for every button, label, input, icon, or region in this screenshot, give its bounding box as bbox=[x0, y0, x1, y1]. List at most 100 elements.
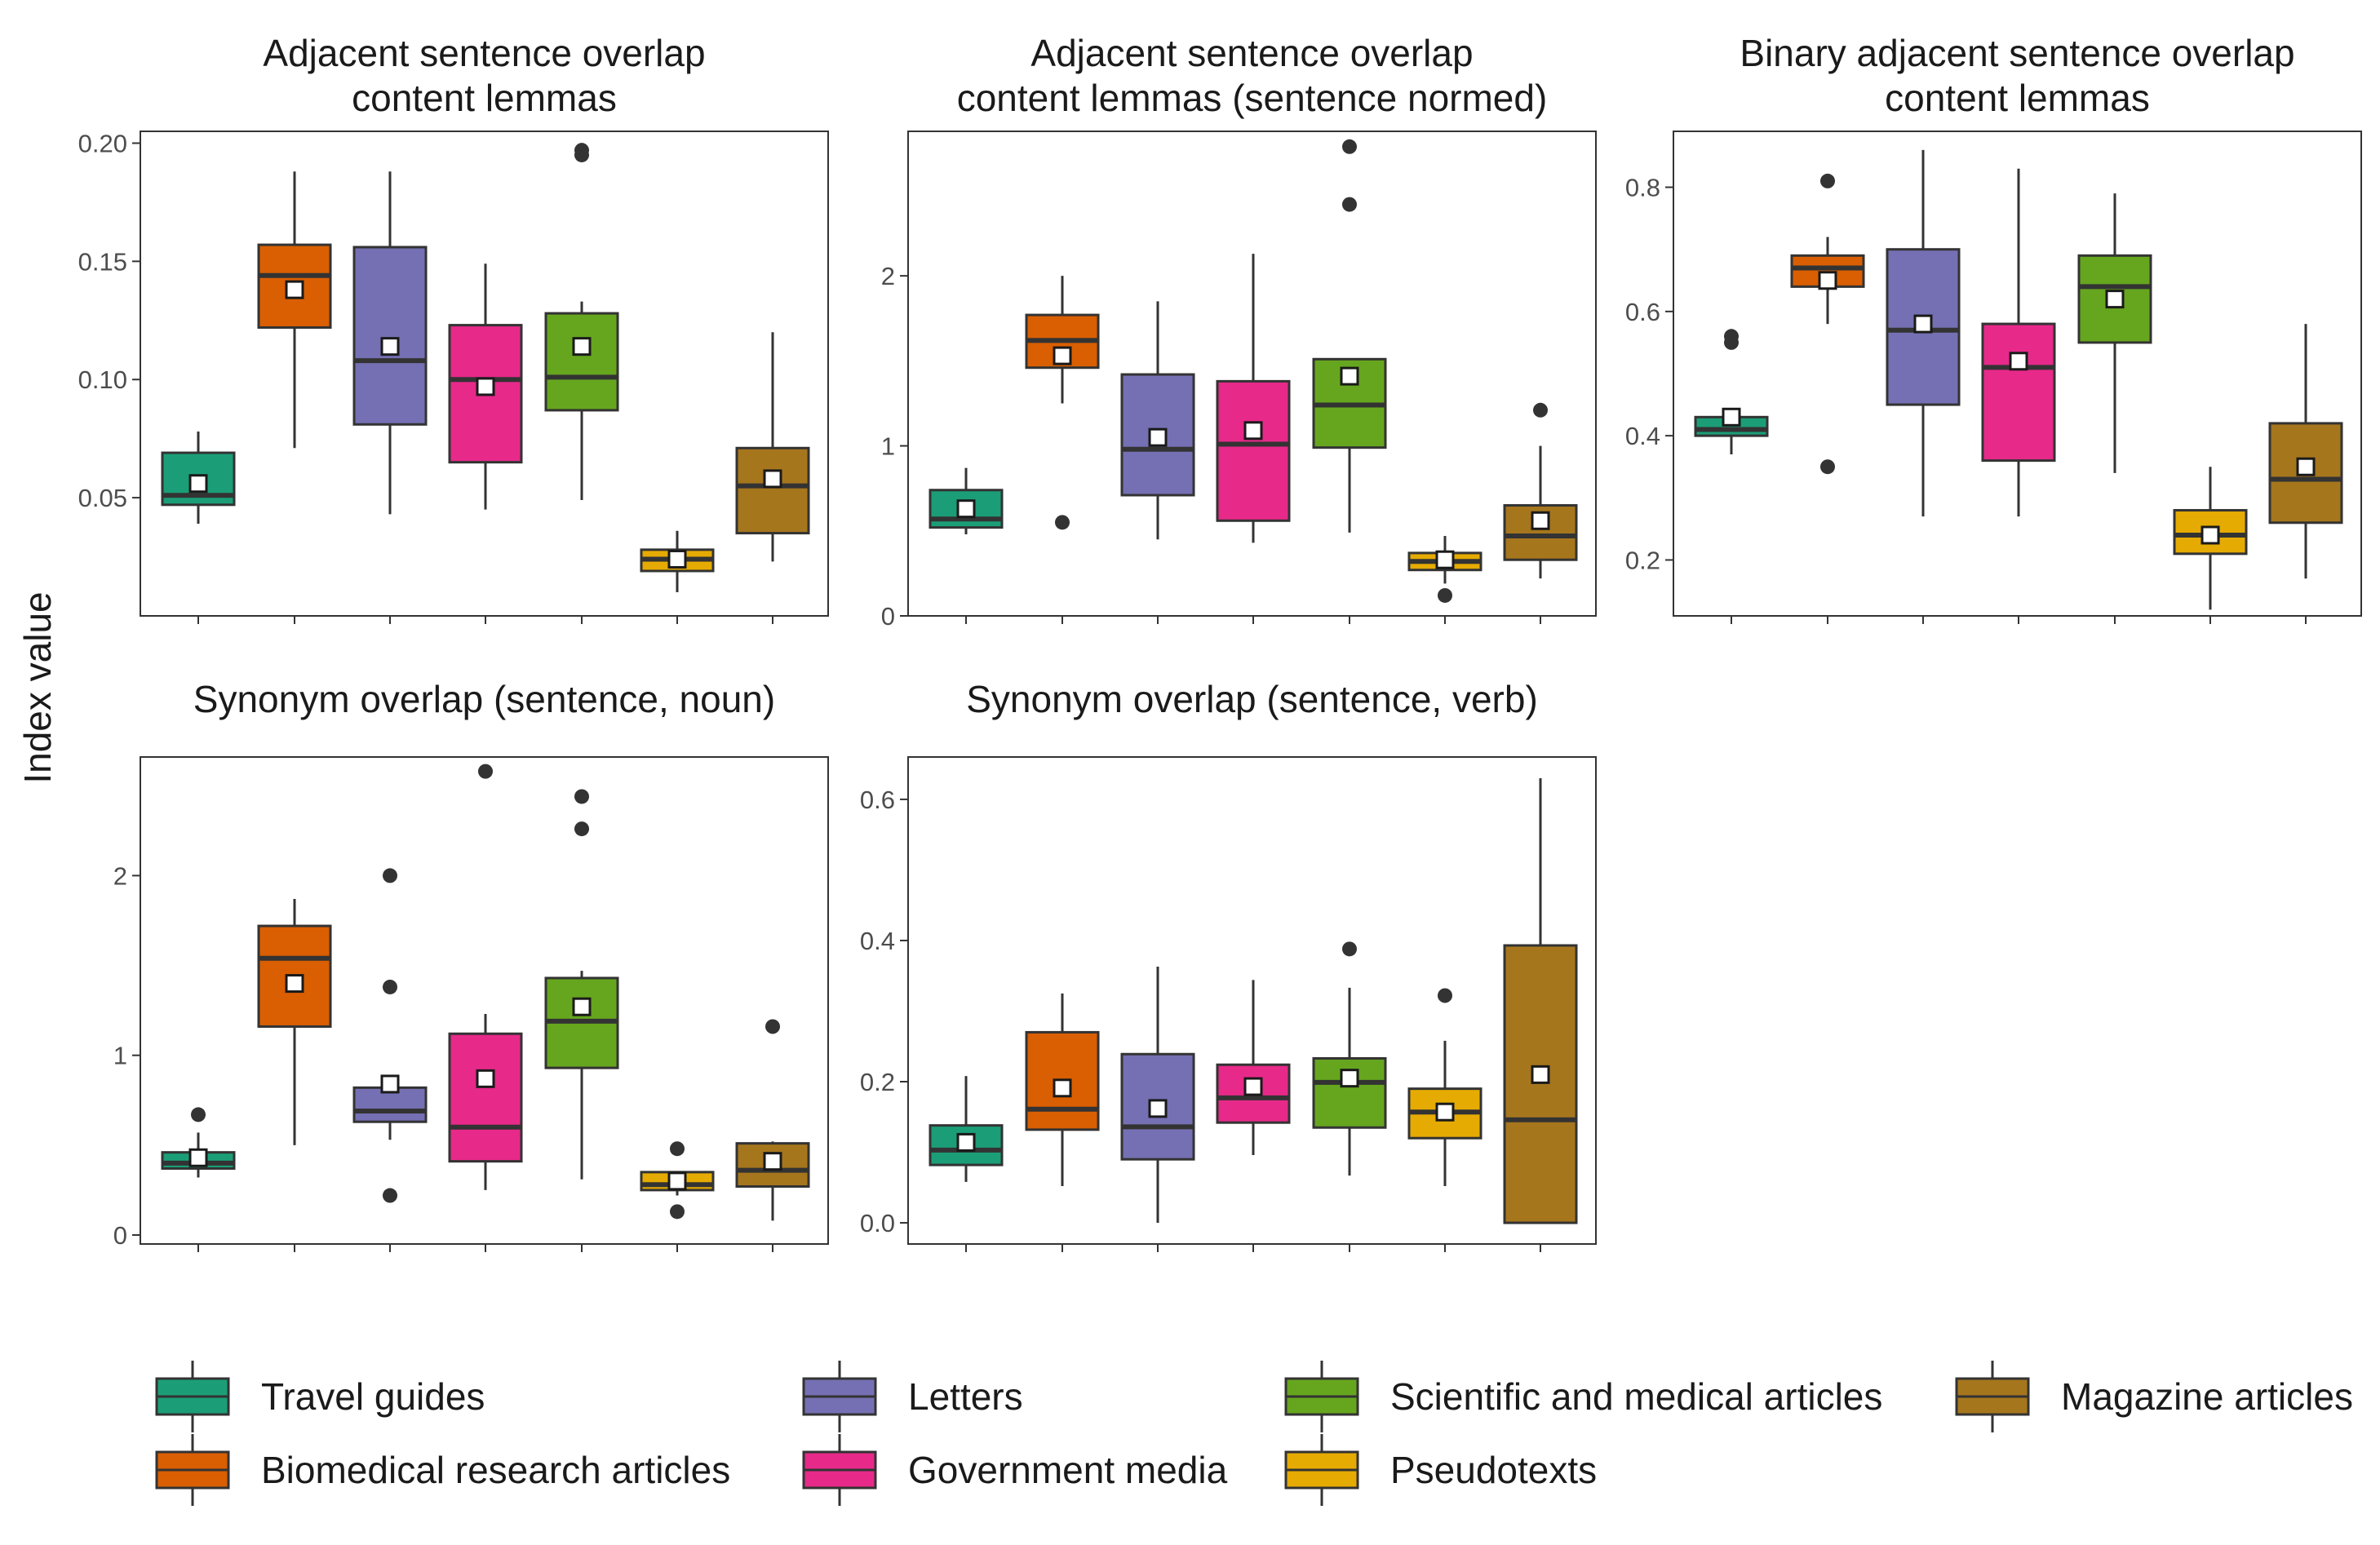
box-magazine-articles bbox=[735, 332, 810, 624]
box-biomedical-research-articles bbox=[1025, 276, 1100, 624]
mean-marker bbox=[380, 337, 400, 356]
mean-marker bbox=[1053, 1078, 1072, 1098]
y-tick-label: 0.8 bbox=[1625, 174, 1660, 202]
outlier-point bbox=[670, 1141, 685, 1157]
mean-marker bbox=[763, 469, 782, 489]
panel-frame bbox=[907, 131, 1597, 617]
box-pseudotexts bbox=[1407, 536, 1483, 624]
box-biomedical-research-articles bbox=[257, 171, 332, 624]
box-letters bbox=[352, 868, 428, 1252]
outlier-point bbox=[383, 1188, 397, 1203]
mean-marker bbox=[763, 1152, 782, 1171]
panel-title: content lemmas bbox=[1885, 77, 2150, 119]
box-body bbox=[352, 246, 428, 426]
mean-marker bbox=[188, 474, 208, 494]
mean-marker bbox=[1435, 1102, 1455, 1122]
box-letters bbox=[1120, 966, 1195, 1252]
box-body bbox=[1216, 379, 1291, 522]
mean-marker bbox=[2009, 352, 2028, 371]
mean-marker bbox=[1243, 1077, 1263, 1096]
box-government-media bbox=[448, 764, 523, 1252]
mean-marker bbox=[1053, 346, 1072, 365]
outlier-point bbox=[1438, 587, 1452, 603]
outlier-point bbox=[191, 1107, 206, 1122]
legend-item: Government media bbox=[802, 1434, 1228, 1506]
mean-marker bbox=[667, 1171, 687, 1191]
outlier-point bbox=[574, 789, 589, 804]
mean-marker bbox=[572, 337, 592, 356]
mean-marker bbox=[1148, 1099, 1168, 1118]
y-tick-label: 0.4 bbox=[1625, 422, 1660, 450]
box-government-media bbox=[1216, 980, 1291, 1252]
mean-marker bbox=[1531, 1065, 1550, 1084]
panel-title: Synonym overlap (sentence, verb) bbox=[966, 678, 1538, 720]
mean-marker bbox=[2201, 525, 2220, 545]
box-pseudotexts bbox=[2173, 467, 2248, 624]
mean-marker bbox=[285, 974, 304, 994]
box-body bbox=[1312, 1056, 1387, 1129]
box-letters bbox=[352, 171, 428, 624]
y-tick-label: 0 bbox=[113, 1221, 127, 1250]
mean-marker bbox=[1148, 427, 1168, 447]
outlier-point bbox=[574, 143, 589, 158]
panel-title: Synonym overlap (sentence, noun) bbox=[193, 678, 775, 720]
box-pseudotexts bbox=[1407, 988, 1483, 1252]
y-tick-label: 1 bbox=[881, 432, 895, 461]
mean-marker bbox=[380, 1074, 400, 1094]
box-scientific-and-medical-articles bbox=[2077, 193, 2152, 624]
panel-frame bbox=[140, 756, 829, 1245]
mean-marker bbox=[476, 1069, 495, 1088]
outlier-point bbox=[1342, 941, 1357, 957]
box-letters bbox=[1120, 301, 1195, 624]
mean-marker bbox=[2296, 457, 2316, 476]
legend-item: Letters bbox=[802, 1361, 1023, 1432]
box-scientific-and-medical-articles bbox=[544, 143, 619, 624]
box-body bbox=[735, 446, 810, 535]
outlier-point bbox=[1820, 459, 1835, 475]
y-tick-label: 0.0 bbox=[860, 1209, 895, 1237]
outlier-point bbox=[1533, 402, 1548, 418]
mean-marker bbox=[1818, 271, 1837, 290]
outlier-point bbox=[1055, 515, 1070, 530]
legend-label: Government media bbox=[908, 1449, 1228, 1491]
legend-label: Biomedical research articles bbox=[261, 1449, 730, 1491]
y-tick-label: 0.2 bbox=[860, 1068, 895, 1096]
y-tick-label: 0.4 bbox=[860, 927, 895, 955]
box-travel-guides bbox=[929, 467, 1004, 624]
outlier-point bbox=[1342, 139, 1357, 154]
y-tick-label: 0.05 bbox=[78, 484, 127, 512]
mean-marker bbox=[1913, 314, 1933, 334]
panel-frame bbox=[140, 131, 829, 617]
panel-title: content lemmas (sentence normed) bbox=[957, 77, 1548, 119]
y-tick-label: 0.6 bbox=[860, 786, 895, 814]
mean-marker bbox=[1435, 550, 1455, 569]
box-travel-guides bbox=[161, 1107, 236, 1252]
box-government-media bbox=[1216, 254, 1291, 624]
box-scientific-and-medical-articles bbox=[1312, 941, 1387, 1252]
box-travel-guides bbox=[1694, 329, 1769, 624]
panel-title: Adjacent sentence overlap bbox=[263, 32, 705, 74]
y-tick-label: 0 bbox=[881, 602, 895, 631]
y-tick-label: 1 bbox=[113, 1042, 127, 1070]
legend: Travel guides Biomedical research article… bbox=[155, 1361, 2353, 1506]
legend-label: Letters bbox=[908, 1375, 1023, 1418]
mean-marker bbox=[476, 377, 495, 396]
box-government-media bbox=[448, 263, 523, 624]
outlier-point bbox=[574, 821, 589, 837]
box-body bbox=[1503, 944, 1578, 1224]
mean-marker bbox=[667, 549, 687, 569]
y-tick-label: 0.2 bbox=[1625, 546, 1660, 574]
legend-label: Pseudotexts bbox=[1390, 1449, 1597, 1491]
legend-item: Pseudotexts bbox=[1284, 1434, 1597, 1506]
y-tick-label: 0.20 bbox=[78, 129, 127, 157]
outlier-point bbox=[383, 868, 397, 883]
outlier-point bbox=[478, 764, 493, 779]
box-body bbox=[448, 1032, 523, 1163]
box-biomedical-research-articles bbox=[1790, 173, 1865, 624]
mean-marker bbox=[956, 1132, 976, 1152]
box-biomedical-research-articles bbox=[1025, 993, 1100, 1252]
box-letters bbox=[1886, 149, 1961, 624]
